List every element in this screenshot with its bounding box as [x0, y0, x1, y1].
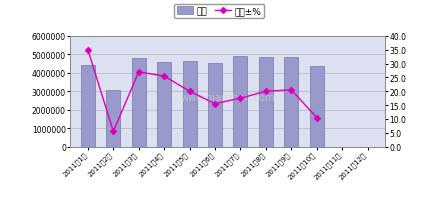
Line: 同比±%: 同比±% — [86, 48, 319, 134]
同比±% — [85, 49, 91, 52]
同比±% — [136, 71, 141, 74]
Bar — [132, 59, 146, 147]
同比±% — [187, 91, 192, 93]
Bar — [208, 63, 222, 147]
Legend: 當月, 同比±%: 當月, 同比±% — [174, 4, 264, 19]
Bar — [259, 58, 273, 147]
Bar — [157, 62, 171, 147]
同比±% — [289, 89, 294, 92]
同比±% — [314, 117, 319, 119]
同比±% — [212, 103, 218, 105]
Bar — [106, 91, 120, 147]
同比±% — [162, 75, 167, 78]
Bar — [284, 58, 298, 147]
Bar — [183, 62, 197, 147]
同比±% — [263, 91, 268, 93]
同比±% — [238, 98, 243, 100]
Text: www.qianzhan.com: www.qianzhan.com — [180, 92, 275, 102]
同比±% — [111, 131, 116, 133]
Bar — [310, 67, 324, 147]
Bar — [81, 66, 95, 147]
Bar — [233, 57, 247, 147]
